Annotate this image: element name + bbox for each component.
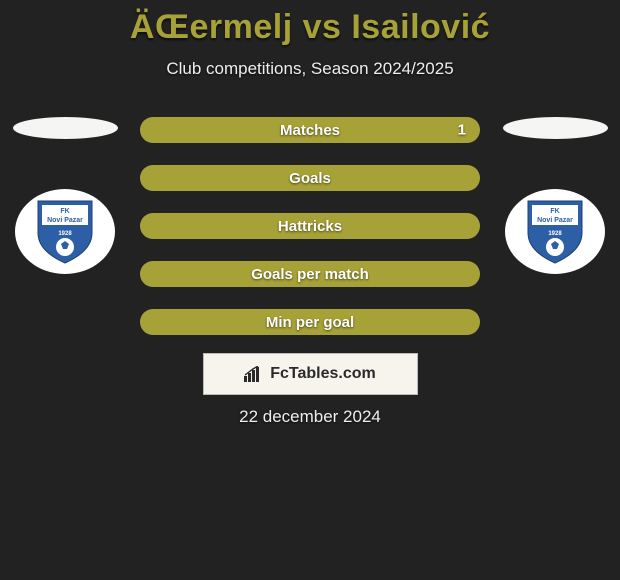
brand-inner: FcTables.com xyxy=(244,365,376,383)
stat-bar-hattricks: Hattricks xyxy=(140,213,480,239)
stat-bar-matches: Matches 1 xyxy=(140,117,480,143)
shield-line1: FK xyxy=(60,208,69,215)
date-text: 22 december 2024 xyxy=(0,407,620,427)
page-title: ÄŒermelj vs Isailović xyxy=(0,8,620,47)
shield-line2: Novi Pazar xyxy=(537,217,573,224)
stat-right-val: 1 xyxy=(458,122,466,139)
shield-year: 1928 xyxy=(58,231,72,237)
stat-label: Matches xyxy=(280,122,340,139)
stat-label: Min per goal xyxy=(266,314,354,331)
right-player-col: FK Novi Pazar 1928 xyxy=(500,117,610,274)
brand-box[interactable]: FcTables.com xyxy=(203,353,418,395)
main-layout: FK Novi Pazar 1928 Matches 1 Goals xyxy=(0,117,620,335)
stats-column: Matches 1 Goals Hattricks Goals per matc… xyxy=(140,117,480,335)
stat-bar-gpm: Goals per match xyxy=(140,261,480,287)
player-placeholder-right xyxy=(503,117,608,139)
shield-line2: Novi Pazar xyxy=(47,217,83,224)
subtitle: Club competitions, Season 2024/2025 xyxy=(0,59,620,79)
club-logo-left: FK Novi Pazar 1928 xyxy=(15,189,115,274)
stat-bar-mpg: Min per goal xyxy=(140,309,480,335)
left-player-col: FK Novi Pazar 1928 xyxy=(10,117,120,274)
stat-label: Hattricks xyxy=(278,218,342,235)
stat-bar-goals: Goals xyxy=(140,165,480,191)
stat-label: Goals xyxy=(289,170,331,187)
brand-text: FcTables.com xyxy=(270,365,376,383)
shield-icon: FK Novi Pazar 1928 xyxy=(36,199,94,265)
player-placeholder-left xyxy=(13,117,118,139)
shield-icon: FK Novi Pazar 1928 xyxy=(526,199,584,265)
chart-icon xyxy=(244,366,264,382)
shield-year: 1928 xyxy=(548,231,562,237)
club-logo-right: FK Novi Pazar 1928 xyxy=(505,189,605,274)
shield-line1: FK xyxy=(550,208,559,215)
stat-label: Goals per match xyxy=(251,266,369,283)
page-root: ÄŒermelj vs Isailović Club competitions,… xyxy=(0,0,620,427)
